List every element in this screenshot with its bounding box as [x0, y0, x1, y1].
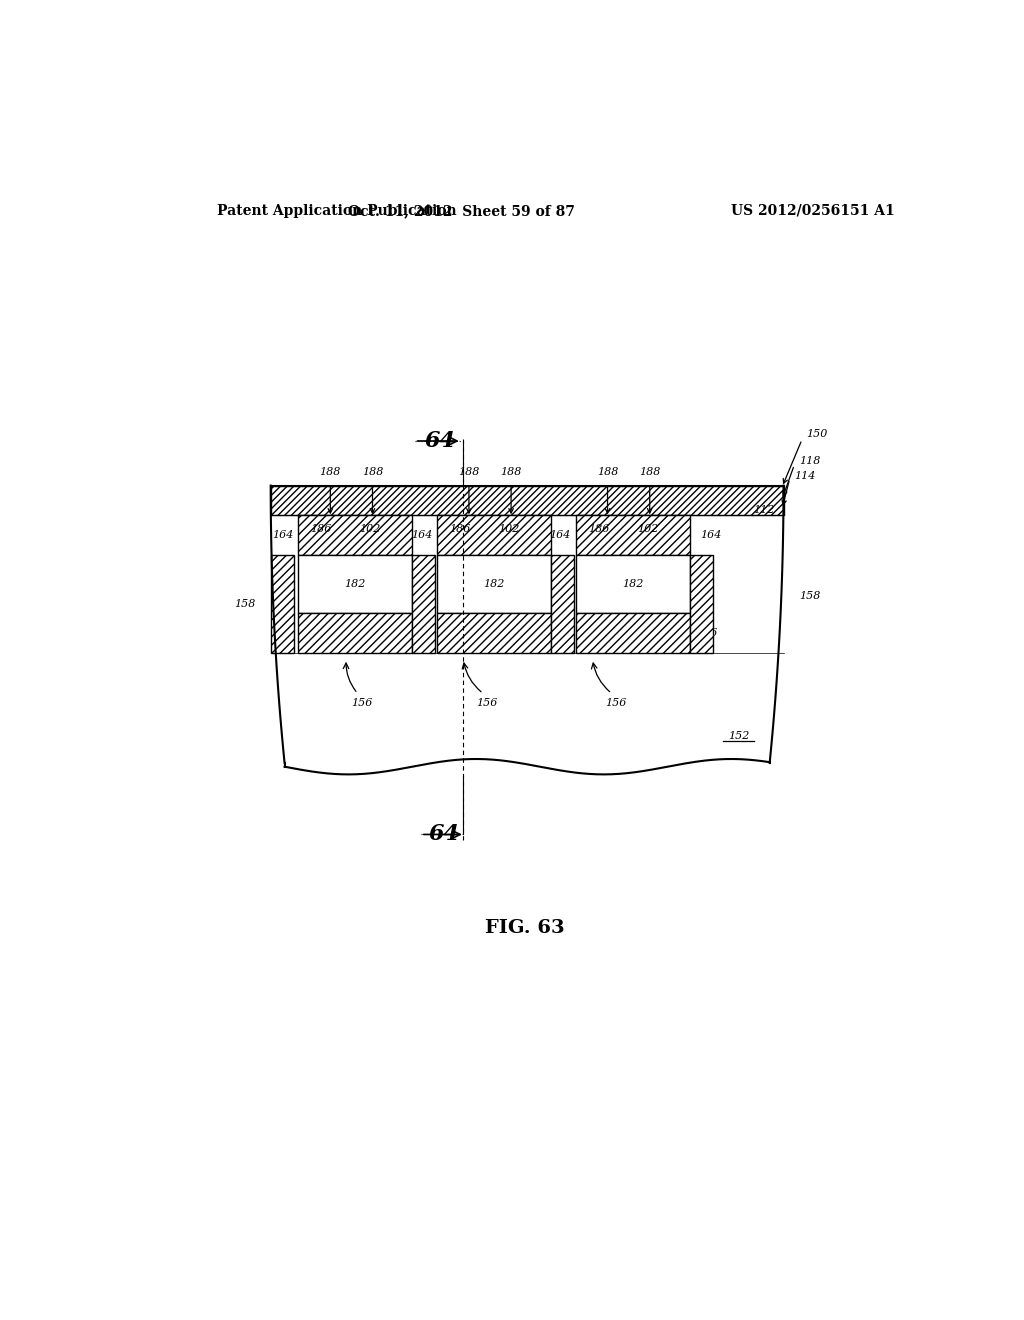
- Text: 164: 164: [411, 529, 432, 540]
- Text: 166: 166: [696, 628, 717, 638]
- Text: 102: 102: [637, 524, 658, 533]
- Bar: [437, 515, 551, 554]
- Text: FIG. 63: FIG. 63: [485, 920, 564, 937]
- Text: 158: 158: [552, 607, 573, 616]
- Text: 166: 166: [550, 628, 571, 638]
- Bar: [575, 612, 689, 653]
- Text: Oct. 11, 2012  Sheet 59 of 87: Oct. 11, 2012 Sheet 59 of 87: [348, 203, 575, 218]
- Bar: [437, 612, 551, 653]
- Text: 188: 188: [319, 467, 341, 477]
- Text: 158: 158: [414, 607, 434, 616]
- Bar: [413, 554, 435, 653]
- Text: 112: 112: [753, 504, 774, 515]
- Bar: [437, 554, 551, 612]
- Text: US 2012/0256151 A1: US 2012/0256151 A1: [731, 203, 895, 218]
- Text: 64: 64: [429, 824, 460, 846]
- Bar: [575, 515, 689, 554]
- Text: 152: 152: [728, 731, 750, 741]
- Text: 188: 188: [501, 467, 522, 477]
- Text: 182: 182: [345, 579, 367, 589]
- Bar: [270, 554, 294, 653]
- Bar: [575, 554, 689, 612]
- Text: 156: 156: [476, 698, 498, 708]
- Text: 158: 158: [799, 591, 820, 601]
- Text: 164: 164: [700, 529, 722, 540]
- Text: 156: 156: [351, 698, 373, 708]
- Text: 164: 164: [550, 529, 571, 540]
- Bar: [298, 554, 413, 612]
- Text: 166: 166: [272, 628, 294, 638]
- Text: 186: 186: [450, 524, 470, 533]
- Bar: [551, 554, 574, 653]
- Text: 188: 188: [459, 467, 479, 477]
- Text: 186: 186: [310, 524, 332, 533]
- Text: 102: 102: [359, 524, 381, 533]
- Text: 186: 186: [588, 524, 609, 533]
- Text: 156: 156: [605, 698, 627, 708]
- Text: 164: 164: [272, 529, 294, 540]
- Bar: [298, 515, 413, 554]
- Text: Patent Application Publication: Patent Application Publication: [217, 203, 457, 218]
- Text: 166: 166: [411, 628, 432, 638]
- Text: 118: 118: [799, 455, 820, 466]
- Text: 150: 150: [807, 429, 828, 440]
- Bar: [270, 486, 783, 515]
- Text: 182: 182: [483, 579, 505, 589]
- Text: 102: 102: [498, 524, 519, 533]
- Text: 188: 188: [361, 467, 383, 477]
- Text: 64: 64: [425, 430, 456, 451]
- Text: 188: 188: [597, 467, 618, 477]
- Bar: [298, 612, 413, 653]
- Text: 182: 182: [622, 579, 643, 589]
- Bar: [689, 554, 713, 653]
- Text: 188: 188: [639, 467, 660, 477]
- Text: 158: 158: [233, 599, 255, 609]
- Text: 114: 114: [795, 471, 816, 480]
